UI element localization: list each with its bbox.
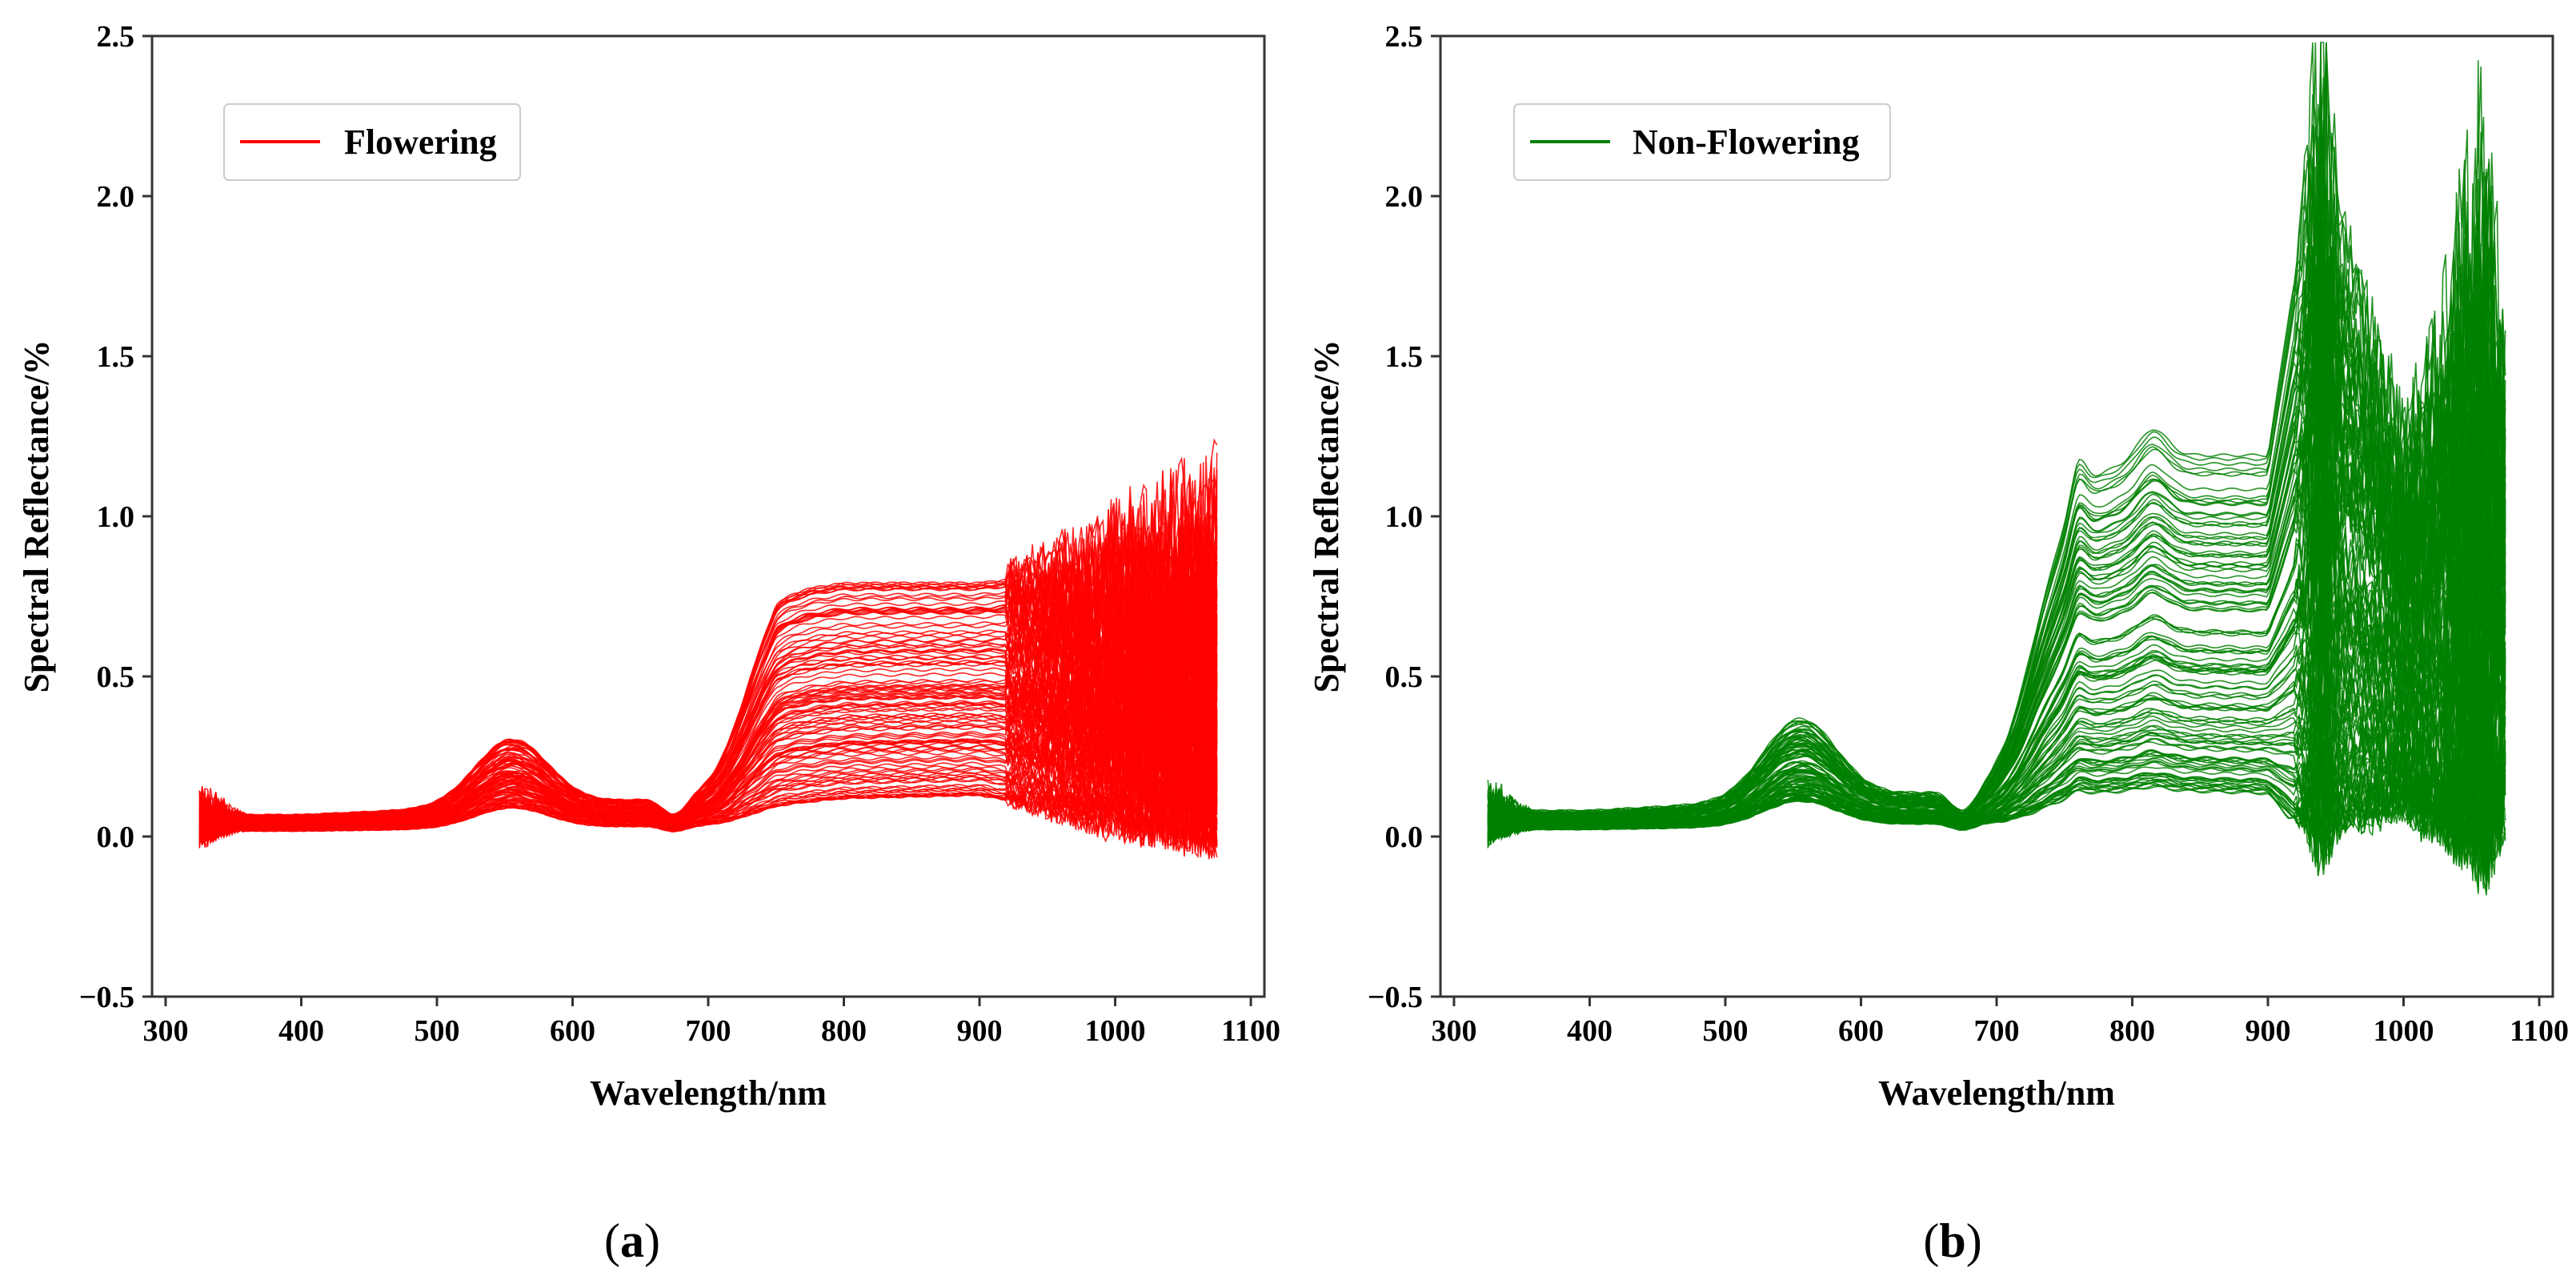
y-tick-label: 1.5	[1385, 340, 1424, 374]
x-tick-label: 700	[686, 1014, 731, 1048]
spectrum-line	[198, 514, 1218, 837]
spectrum-line	[198, 483, 1218, 831]
spectrum-line	[198, 762, 1218, 853]
y-axis-label: Spectral Reflectance/%	[1307, 339, 1346, 692]
panel-caption: (a)	[604, 1214, 660, 1267]
x-axis-ticks: 300 400 500 600 700 800 900 1000 1100	[1431, 997, 2569, 1048]
x-tick-label: 600	[1838, 1014, 1884, 1048]
y-tick-label: 2.5	[1385, 20, 1424, 54]
x-tick-label: 900	[957, 1014, 1003, 1048]
x-tick-label: 300	[1431, 1014, 1476, 1048]
chart-panel-non-flowering: −0.5 0.0 0.5 1.0 1.5 2.0 2.5 300 400 500 600 700 80…	[1307, 20, 2569, 1267]
spectrum-line	[1487, 758, 2506, 894]
x-tick-label: 500	[1702, 1014, 1748, 1048]
x-tick-label: 500	[414, 1014, 459, 1048]
legend: Non-Flowering	[1513, 103, 1891, 181]
plot-area-frame	[150, 34, 1266, 998]
x-tick-label: 700	[1974, 1014, 2020, 1048]
spectrum-line	[1488, 257, 2506, 835]
x-tick-label: 800	[2109, 1014, 2155, 1048]
y-tick-label: 0.5	[1385, 660, 1424, 694]
spectrum-line	[198, 672, 1218, 842]
x-tick-label: 1100	[2510, 1014, 2569, 1048]
panel-caption-letter: a	[620, 1214, 644, 1267]
spectrum-line	[198, 643, 1218, 837]
x-tick-label: 400	[278, 1014, 324, 1048]
x-tick-label: 400	[1567, 1014, 1613, 1048]
y-tick-label: 0.5	[97, 660, 135, 694]
spectrum-line	[1487, 409, 2506, 841]
legend-box	[1513, 103, 1891, 181]
x-axis-label: Wavelength/nm	[1878, 1073, 2115, 1113]
panel-caption-letter: b	[1939, 1214, 1965, 1267]
spectrum-line	[1487, 724, 2506, 881]
y-tick-label: −0.5	[79, 981, 134, 1014]
y-axis-ticks: −0.5 0.0 0.5 1.0 1.5 2.0 2.5	[1368, 20, 1440, 1014]
x-tick-label: 1000	[2374, 1014, 2434, 1048]
x-tick-label: 600	[550, 1014, 595, 1048]
y-tick-label: 1.0	[1385, 500, 1424, 534]
y-tick-label: 0.0	[1385, 821, 1424, 854]
spectrum-line	[1487, 42, 2506, 841]
y-tick-label: 2.0	[97, 180, 135, 214]
y-axis-label: Spectral Reflectance/%	[17, 339, 56, 692]
spectrum-line	[1487, 682, 2506, 877]
legend-box	[223, 103, 521, 181]
spectrum-line	[1487, 308, 2506, 829]
y-tick-label: 1.0	[97, 500, 135, 534]
spectrum-line	[1487, 42, 2506, 828]
legend: Flowering	[223, 103, 521, 181]
spectrum-line	[1487, 443, 2506, 844]
y-tick-label: −0.5	[1368, 981, 1423, 1014]
chart-panel-flowering: −0.5 0.0 0.5 1.0 1.5 2.0 2.5 300 400 500 600 700 80…	[17, 20, 1280, 1267]
y-tick-label: 1.5	[97, 340, 135, 374]
spectrum-line	[1487, 355, 2506, 833]
x-tick-label: 900	[2245, 1014, 2291, 1048]
x-axis-ticks: 300 400 500 600 700 800 900 1000 1100	[142, 997, 1280, 1048]
x-axis-label: Wavelength/nm	[590, 1073, 827, 1113]
panel-caption: (b)	[1923, 1214, 1981, 1267]
spectrum-line	[198, 614, 1218, 839]
y-axis-ticks: −0.5 0.0 0.5 1.0 1.5 2.0 2.5	[79, 20, 152, 1014]
legend-label-non-flowering: Non-Flowering	[1633, 122, 1860, 162]
spectrum-line	[198, 474, 1218, 848]
x-tick-label: 800	[821, 1014, 867, 1048]
spectrum-line	[1487, 366, 2506, 833]
spectrum-line	[1487, 590, 2506, 838]
spectrum-line	[198, 732, 1218, 843]
legend-label-flowering: Flowering	[344, 122, 497, 162]
x-tick-label: 300	[142, 1014, 188, 1048]
x-tick-label: 1100	[1221, 1014, 1280, 1048]
spectrum-line	[199, 780, 1218, 848]
spectrum-line	[1487, 137, 2506, 844]
y-tick-label: 2.5	[97, 20, 135, 54]
y-tick-label: 0.0	[97, 821, 135, 854]
x-tick-label: 1000	[1085, 1014, 1146, 1048]
y-tick-label: 2.0	[1385, 180, 1424, 214]
spectrum-line	[198, 718, 1218, 842]
spectra-group	[1487, 42, 2506, 896]
spectra-group	[198, 438, 1218, 860]
